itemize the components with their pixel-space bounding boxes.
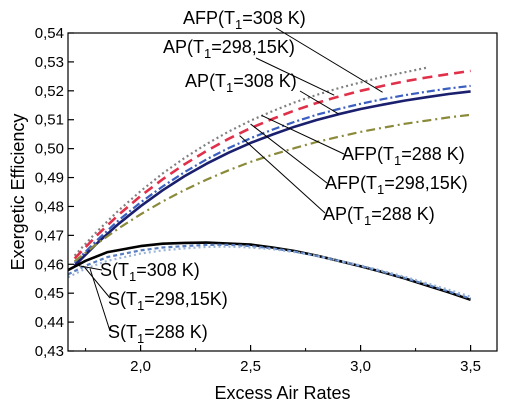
series-line-6 bbox=[68, 243, 471, 300]
series-line-4 bbox=[73, 113, 471, 263]
annotation-leader bbox=[261, 114, 345, 155]
y-tick-label: 0,51 bbox=[35, 112, 64, 129]
annotation-leader bbox=[239, 135, 326, 214]
y-tick-label: 0,47 bbox=[35, 227, 64, 244]
y-tick-label: 0,49 bbox=[35, 170, 64, 187]
annotation-label: S(T1=298,15K) bbox=[108, 289, 228, 313]
annotation-label: AP(T1=308 K) bbox=[185, 71, 297, 95]
annotation-label: AFP(T1=308 K) bbox=[183, 8, 306, 32]
y-tick-label: 0,44 bbox=[35, 314, 64, 331]
annotation-label: AP(T1=288 K) bbox=[323, 204, 435, 228]
y-tick-label: 0,53 bbox=[35, 54, 64, 71]
y-tick-label: 0,52 bbox=[35, 83, 64, 100]
annotation-leader bbox=[84, 266, 111, 299]
y-tick-label: 0,48 bbox=[35, 198, 64, 215]
annotation-leader bbox=[299, 90, 339, 115]
annotation-label: AP(T1=298,15K) bbox=[163, 37, 295, 61]
y-axis-title: Exergetic Efficiency bbox=[8, 114, 28, 271]
y-tick-label: 0,50 bbox=[35, 141, 64, 158]
x-axis-title: Excess Air Rates bbox=[214, 383, 350, 403]
annotation-layer: AFP(T1=308 K) AP(T1=298,15K) AP(T1=308 K) A… bbox=[78, 8, 468, 346]
annotation-leader bbox=[89, 268, 111, 332]
annotation-leader bbox=[255, 57, 335, 96]
annotation-leader bbox=[275, 27, 383, 93]
y-tick-label: 0,54 bbox=[35, 25, 64, 42]
series-line-7 bbox=[68, 245, 471, 298]
annotation-label: S(T1=288 K) bbox=[108, 322, 208, 346]
x-tick-label: 3,0 bbox=[350, 358, 371, 375]
y-tick-label: 0,45 bbox=[35, 285, 64, 302]
series-line-1 bbox=[73, 69, 471, 260]
annotation-leader bbox=[250, 123, 328, 184]
series-layer bbox=[68, 66, 472, 302]
y-tick-label: 0,43 bbox=[35, 343, 64, 360]
plot-frame bbox=[67, 32, 498, 352]
x-tick-label: 3,5 bbox=[460, 358, 481, 375]
annotation-label: AFP(T1=288 K) bbox=[342, 144, 465, 168]
series-line-2 bbox=[73, 84, 471, 264]
y-tick-label: 0,46 bbox=[35, 256, 64, 273]
x-tick-label: 2,5 bbox=[240, 358, 261, 375]
annotation-leader bbox=[78, 265, 103, 271]
x-tick-label: 2,0 bbox=[130, 358, 151, 375]
tick-layer: 2,0 2,5 3,0 3,5 0,43 0,44 0,45 0,46 0,47 0,48 0,49… bbox=[35, 25, 481, 375]
annotation-label: AFP(T1=298,15K) bbox=[325, 173, 468, 197]
annotation-label: S(T1=308 K) bbox=[100, 260, 200, 284]
series-line-3 bbox=[73, 90, 471, 267]
